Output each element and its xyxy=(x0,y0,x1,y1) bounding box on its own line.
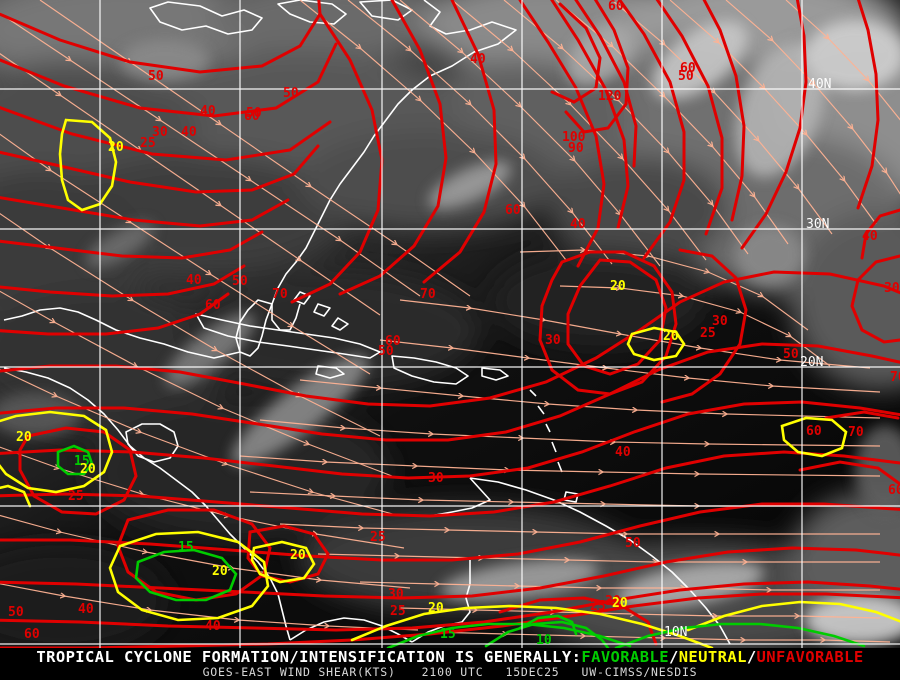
contour-label: 30 xyxy=(388,587,404,602)
credit-label: UW-CIMSS/NESDIS xyxy=(581,665,698,679)
contour-label: 60 xyxy=(24,627,40,642)
status-badge-neutral: NEUTRAL xyxy=(678,648,747,666)
contour-label: 40 xyxy=(200,104,216,119)
contour-label: 40 xyxy=(78,602,94,617)
contour-label: 20 xyxy=(108,140,124,155)
contour-label: 50 xyxy=(232,274,248,289)
valid-time-label: 2100 UTC xyxy=(421,665,484,679)
contour-label: 40N xyxy=(808,77,831,92)
status-badge-unfavorable: UNFAVORABLE xyxy=(756,648,864,666)
contour-label: 10N xyxy=(664,625,687,640)
contour-label: 30 xyxy=(152,125,168,140)
contour-label: 70 xyxy=(890,370,900,385)
contour-label: 15 xyxy=(74,454,90,469)
contours-high-shear xyxy=(0,0,900,648)
headline-row: TROPICAL CYCLONE FORMATION/INTENSIFICATI… xyxy=(0,649,900,666)
contour-label: 10 xyxy=(536,633,552,648)
contour-label: 70 xyxy=(420,287,436,302)
contour-label: 100 xyxy=(562,130,586,145)
contour-label: 50 xyxy=(625,536,641,551)
contour-label: 50 xyxy=(283,86,299,101)
contour-label: 70 xyxy=(272,287,288,302)
separator-2: / xyxy=(746,648,757,666)
separator-1: / xyxy=(668,648,679,666)
contour-label: 60 xyxy=(680,61,696,76)
contour-label: 30 xyxy=(428,471,444,486)
contour-label: 30 xyxy=(712,314,728,329)
contour-label: 25 xyxy=(68,489,84,504)
contour-label: 20 xyxy=(212,564,228,579)
contour-label: 60 xyxy=(205,298,221,313)
contour-label: 40 xyxy=(181,125,197,140)
contour-label: 25 xyxy=(390,604,406,619)
contour-label: 50 xyxy=(8,605,24,620)
lat-lon-gridlines xyxy=(0,0,900,648)
contour-label: 25 xyxy=(140,136,156,151)
contour-label: 60 xyxy=(806,424,822,439)
contour-label: 60 xyxy=(888,483,900,498)
status-banner: TROPICAL CYCLONE FORMATION/INTENSIFICATI… xyxy=(0,648,900,680)
contour-label: 20 xyxy=(428,601,444,616)
contour-label: 20N xyxy=(800,355,823,370)
contour-label: 30N xyxy=(806,217,829,232)
contour-label: 120 xyxy=(598,89,622,104)
contour-label: 40 xyxy=(615,445,631,460)
contour-label: 15 xyxy=(178,540,194,555)
contour-label: 70 xyxy=(848,425,864,440)
contour-label: 25 xyxy=(590,599,606,614)
contour-label: 25 xyxy=(370,530,386,545)
contour-label: 90 xyxy=(568,141,584,156)
contour-label: 40 xyxy=(186,273,202,288)
contours-favorable-shear xyxy=(56,444,866,648)
contour-label: 20 xyxy=(610,279,626,294)
contour-label: 50 xyxy=(148,69,164,84)
contour-label: 60 xyxy=(608,0,624,14)
contour-label: 50 xyxy=(783,347,799,362)
contour-label: 20 xyxy=(290,548,306,563)
contour-label: 50 xyxy=(378,344,394,359)
contour-label: 15 xyxy=(440,627,456,642)
contour-label: 40 xyxy=(470,52,486,67)
contour-label: 20 xyxy=(663,329,679,344)
metadata-row: GOES-EAST WIND SHEAR(KTS) 2100 UTC 15DEC… xyxy=(0,666,900,679)
contour-label: 60 xyxy=(505,203,521,218)
status-badge-favorable: FAVORABLE xyxy=(581,648,669,666)
contour-label: 40 xyxy=(205,619,221,634)
contour-label: 60 xyxy=(385,334,401,349)
contour-label: 20 xyxy=(80,462,96,477)
contour-label: 30 xyxy=(884,281,900,296)
contour-label: 50 xyxy=(246,106,262,121)
satellite-wind-shear-map[interactable]: 50 20 25 30 40 50 60 40 50 40 60 60 50 120 100 90 40N 30N… xyxy=(0,0,900,648)
contour-label: 30 xyxy=(545,333,561,348)
contour-label: 50 xyxy=(678,69,694,84)
product-source-label: GOES-EAST WIND SHEAR(KTS) xyxy=(202,665,396,679)
contour-label: 25 xyxy=(700,326,716,341)
contour-label: 60 xyxy=(244,109,260,124)
contour-label: 40 xyxy=(862,229,878,244)
headline-prefix: TROPICAL CYCLONE FORMATION/INTENSIFICATI… xyxy=(36,648,582,666)
valid-date-label: 15DEC25 xyxy=(505,665,560,679)
contour-label: 40 xyxy=(570,217,586,232)
contours-neutral-shear xyxy=(0,118,900,648)
contour-label: 30 xyxy=(605,594,621,609)
contour-label: 20 xyxy=(16,430,32,445)
contour-label: 20 xyxy=(612,596,628,611)
